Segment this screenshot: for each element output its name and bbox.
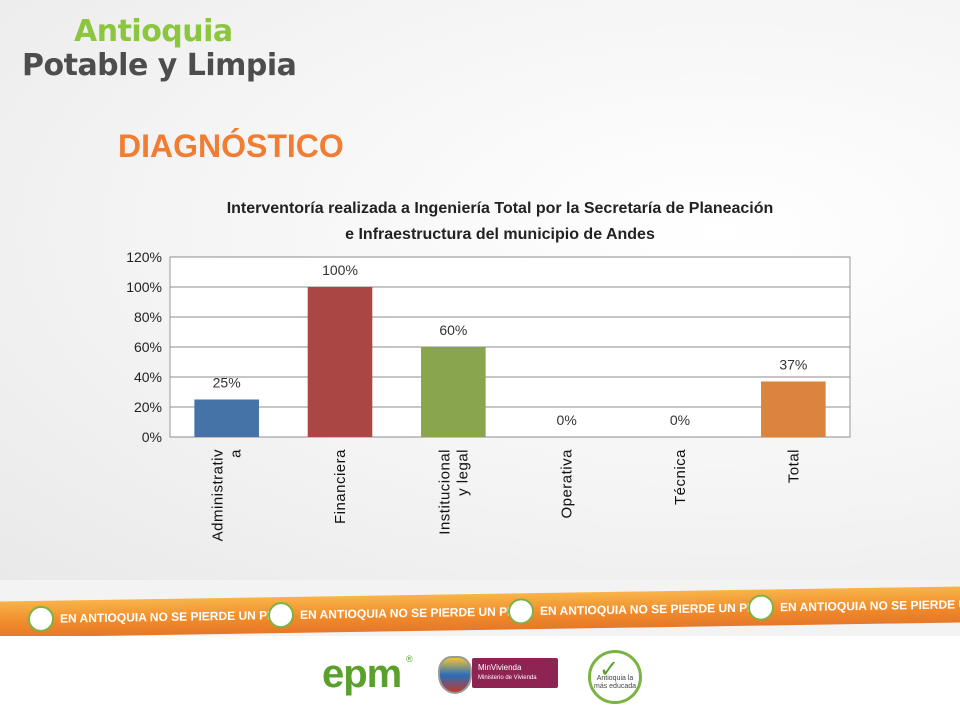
banner-slogan: EN ANTIOQUIA NO SE PIERDE UN PESO xyxy=(300,604,533,622)
y-tick-label: 80% xyxy=(134,309,162,325)
antioquia-educada-text: Antioquia la más educada xyxy=(593,675,637,690)
logo-line-1: Antioquia xyxy=(74,14,233,49)
data-label: 100% xyxy=(322,262,358,278)
chart-title-line: e Infraestructura del municipio de Andes xyxy=(345,226,655,243)
y-tick-label: 60% xyxy=(134,339,162,355)
category-label: Administrativ a xyxy=(210,449,245,542)
bars xyxy=(194,287,826,437)
bar xyxy=(421,347,486,437)
category-label-line: a xyxy=(228,449,245,458)
y-tick-label: 120% xyxy=(126,249,162,265)
footer-logos: epm ® MinVivienda Ministerio de Vivienda… xyxy=(0,636,960,720)
bar-chart: Interventoría realizada a Ingeniería Tot… xyxy=(126,200,851,542)
badge-icon xyxy=(28,605,54,633)
slogan-banner: EN ANTIOQUIA NO SE PIERDE UN PESO EN ANTI… xyxy=(0,586,960,638)
bar xyxy=(761,381,826,437)
banner-item: EN ANTIOQUIA NO SE PIERDE UN PESO xyxy=(268,599,532,629)
category-label: Total xyxy=(785,449,802,483)
chart-title-line: Interventoría realizada a Ingeniería Tot… xyxy=(227,200,774,217)
data-label: 0% xyxy=(670,412,690,428)
bar xyxy=(307,287,373,437)
badge-icon xyxy=(748,594,774,621)
category-label-line: Técnica xyxy=(672,449,689,505)
data-label: 25% xyxy=(213,375,241,391)
banner-item: EN ANTIOQUIA NO SE PIERDE UN PESO xyxy=(28,603,292,633)
category-label-line: Total xyxy=(785,449,802,483)
antioquia-educada-logo: ✓ Antioquia la más educada xyxy=(588,650,642,704)
badge-icon xyxy=(268,601,294,629)
category-label-line: y legal xyxy=(454,449,471,496)
category-label: Operativa xyxy=(559,449,576,519)
category-label-line: Institucional xyxy=(436,449,453,535)
banner-item: EN ANTIOQUIA NO SE PIERDE UN PESO xyxy=(748,591,960,621)
data-label: 0% xyxy=(557,412,577,428)
category-label: Institucional y legal xyxy=(436,449,471,535)
banner-slogan: EN ANTIOQUIA NO SE PIERDE UN PESO xyxy=(780,597,960,615)
category-label: Financiera xyxy=(332,449,349,524)
banner-slogan: EN ANTIOQUIA NO SE PIERDE UN PESO xyxy=(60,607,293,626)
banner-slogan: EN ANTIOQUIA NO SE PIERDE UN PESO xyxy=(540,600,773,619)
data-label: 60% xyxy=(439,322,467,338)
chart-title: Interventoría realizada a Ingeniería Tot… xyxy=(227,200,774,243)
data-label: 37% xyxy=(779,357,807,373)
y-tick-label: 40% xyxy=(134,369,162,385)
category-label-line: Financiera xyxy=(332,449,349,524)
data-labels: 25% 100% 60% 0% 0% 37% xyxy=(213,262,808,428)
y-axis-ticks: 0% 20% 40% 60% 80% 100% 120% xyxy=(126,249,162,445)
check-icon: ✓ xyxy=(599,656,620,683)
minvivienda-logo: MinVivienda Ministerio de Vivienda xyxy=(472,658,558,688)
grid-lines xyxy=(170,256,850,438)
minvivienda-subtitle: Ministerio de Vivienda xyxy=(478,675,537,681)
slide-title: DIAGNÓSTICO xyxy=(118,128,344,164)
badge-icon xyxy=(508,598,534,625)
epm-logo: epm xyxy=(322,652,402,696)
y-tick-label: 100% xyxy=(126,279,162,295)
category-label: Técnica xyxy=(672,449,689,505)
category-label-line: Operativa xyxy=(559,449,576,519)
minvivienda-name: MinVivienda xyxy=(478,663,522,672)
bar xyxy=(194,399,259,437)
epm-registered-mark: ® xyxy=(406,654,413,664)
logo-line-2: Potable y Limpia xyxy=(22,48,297,83)
y-tick-label: 0% xyxy=(142,429,162,445)
banner-item: EN ANTIOQUIA NO SE PIERDE UN PESO xyxy=(508,595,772,625)
category-labels: Administrativ a Financiera Institucional y l… xyxy=(210,449,803,542)
y-tick-label: 20% xyxy=(134,399,162,415)
colombia-shield-icon xyxy=(438,656,472,694)
category-label-line: Administrativ xyxy=(210,449,227,541)
